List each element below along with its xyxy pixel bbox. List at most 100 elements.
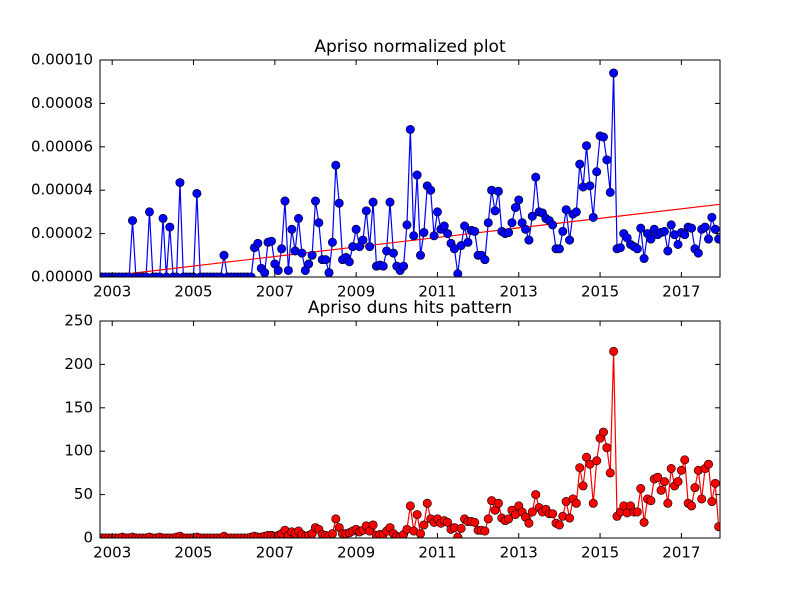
data-point [388,248,398,258]
data-point [327,529,337,538]
data-point [165,222,175,232]
axes-frame [99,59,721,278]
data-point [585,181,595,191]
data-point [561,205,571,215]
data-point [700,222,710,232]
data-point [571,498,581,508]
data-point [598,427,608,437]
x-tick-label: 2005 [174,283,212,301]
data-point [666,464,676,474]
data-point [260,268,270,277]
y-tick-label: 0.00006 [31,137,93,155]
data-point [324,268,334,277]
data-point [470,517,480,527]
data-point [334,198,344,208]
data-point [521,224,531,234]
data-point [575,463,585,473]
x-tick-label: 2011 [418,283,456,301]
data-point [531,172,541,182]
data-point [365,242,375,252]
data-point [273,265,283,275]
data-point [524,235,534,245]
y-tick-label: 0.00004 [31,181,93,199]
data-point [565,513,575,523]
data-point [307,250,317,260]
x-tick-label: 2015 [581,283,619,301]
data-point [639,517,649,527]
data-point [714,234,720,244]
data-point [253,238,263,248]
data-point [602,155,612,165]
data-point [507,218,517,228]
x-tick-label: 2017 [662,283,700,301]
data-point [697,494,707,504]
y-tick-label: 0 [83,529,93,547]
data-point [432,207,442,217]
data-point [558,226,568,236]
data-point [266,236,276,246]
y-tick-label: 0.00002 [31,224,93,242]
data-point [429,231,439,241]
y-tick-label: 50 [74,485,93,503]
data-point [351,224,361,234]
data-point [693,248,703,258]
data-point [605,187,615,197]
x-tick-label: 2017 [662,544,700,562]
data-point [663,246,673,256]
series-line [100,203,720,277]
data-point [588,498,598,508]
y-tick-label: 100 [64,442,93,460]
data-point [554,244,564,254]
data-point [426,185,436,195]
markers [100,346,720,538]
data-point [219,250,229,260]
data-point [456,523,466,533]
x-tick-label: 2003 [93,283,131,301]
data-point [297,248,307,258]
y-tick-label: 0.00008 [31,94,93,112]
axes-frame [99,320,721,539]
data-point [602,443,612,453]
data-point [415,529,425,538]
data-point [128,216,138,226]
data-point [453,269,463,277]
data-point [609,68,619,78]
x-tick-label: 2015 [581,544,619,562]
data-point [592,167,602,177]
data-point [575,159,585,169]
data-point [609,346,619,356]
data-point [344,257,354,267]
data-point [565,235,575,245]
data-point [598,132,608,142]
data-point [493,498,503,508]
data-point [368,197,378,207]
data-point [405,124,415,134]
data-point [504,228,514,238]
data-point [510,203,520,213]
data-point [463,237,473,247]
x-tick-label: 2009 [337,544,375,562]
data-point [439,221,449,231]
data-point [527,507,537,517]
x-tick-label: 2007 [256,544,294,562]
data-point [280,196,290,206]
chart-title: Apriso normalized plot [314,37,506,57]
data-point [680,455,690,465]
data-point [504,514,514,524]
data-point [331,160,341,170]
markers [100,68,720,277]
data-point [646,496,656,506]
data-point [144,207,154,217]
data-point [402,220,412,230]
data-point [321,255,331,265]
data-point [703,459,713,469]
data-point [287,224,297,234]
data-point [687,223,697,233]
data-point [548,220,558,230]
y-tick-label: 150 [64,398,93,416]
data-point [304,259,314,269]
data-point [368,520,378,530]
data-point [314,218,324,228]
data-point [548,509,558,519]
data-point [656,485,666,495]
